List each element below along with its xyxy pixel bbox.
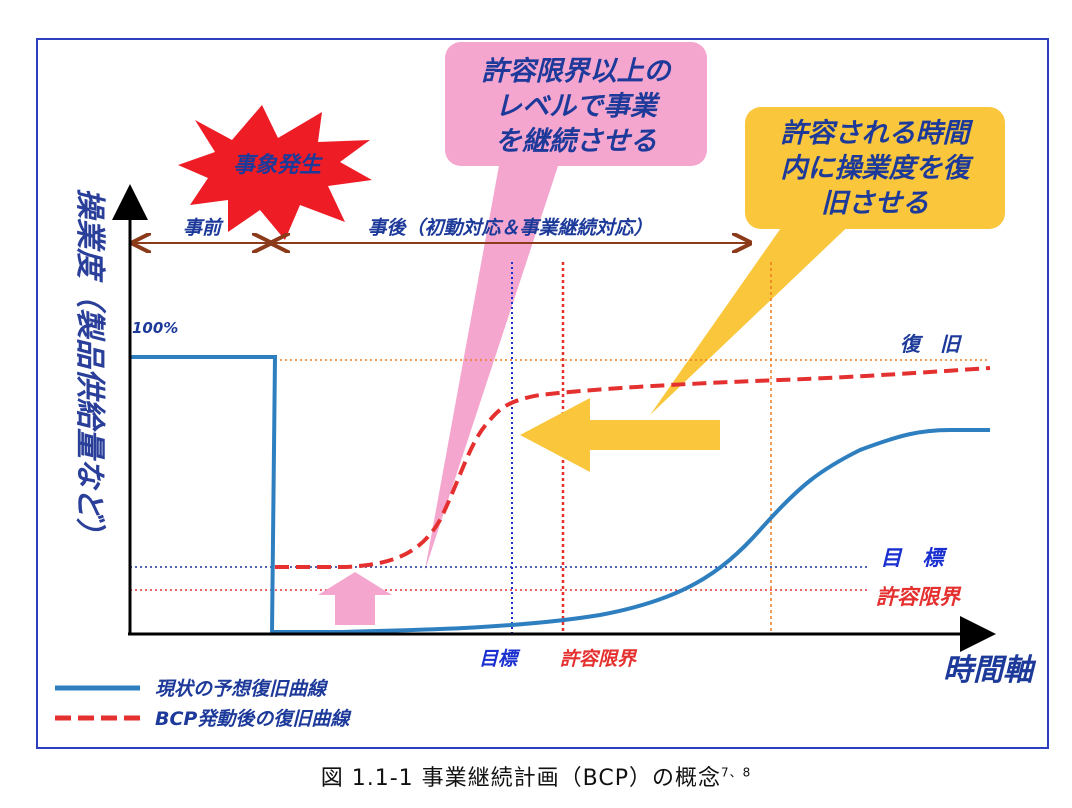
limit-label: 許容限界 [876, 585, 962, 609]
y-axis-label: 操業度（製品供給量など） [72, 188, 107, 548]
x-axis-label: 時間軸 [943, 653, 1037, 688]
pink-callout-line3: を継続させる [495, 126, 657, 157]
shorten-time-arrow [520, 398, 720, 472]
target-time-label: 目標 [479, 648, 521, 670]
event-starburst [178, 105, 372, 240]
legend-bcp-label: BCP発動後の復旧曲線 [155, 708, 352, 730]
pink-callout-line1: 許容限界以上の [482, 56, 673, 87]
pink-callout-line2: レベルで事業 [495, 91, 661, 122]
limit-time-label: 許容限界 [560, 648, 638, 670]
pink-callout-box [445, 42, 707, 166]
target-label: 目 標 [881, 546, 948, 570]
yellow-callout-pointer [650, 215, 860, 415]
event-label: 事象発生 [233, 152, 323, 178]
pink-callout-pointer [425, 160, 560, 570]
legend-current-label: 現状の予想復旧曲線 [155, 678, 329, 700]
recovery-label: 復 旧 [900, 332, 963, 356]
bcp-recovery-curve [275, 366, 991, 569]
caption-footnote: 7、8 [720, 765, 752, 780]
raise-level-arrow [318, 572, 392, 625]
yellow-callout-box [745, 107, 1005, 229]
current-recovery-curve [130, 355, 990, 634]
yellow-callout-line1: 許容される時間 [781, 118, 974, 149]
phase-after-label: 事後（初動対応＆事業継続対応） [367, 217, 652, 239]
yellow-callout-line2: 内に操業度を復 [781, 153, 975, 184]
phase-before-label: 事前 [183, 217, 224, 239]
caption-text: 図 1.1-1 事業継続計画（BCP）の概念 [320, 766, 721, 791]
figure-caption: 図 1.1-1 事業継続計画（BCP）の概念7、8 [0, 760, 1072, 792]
yellow-callout-line3: 旧させる [821, 188, 929, 219]
level-100-label: 100% [132, 319, 178, 337]
